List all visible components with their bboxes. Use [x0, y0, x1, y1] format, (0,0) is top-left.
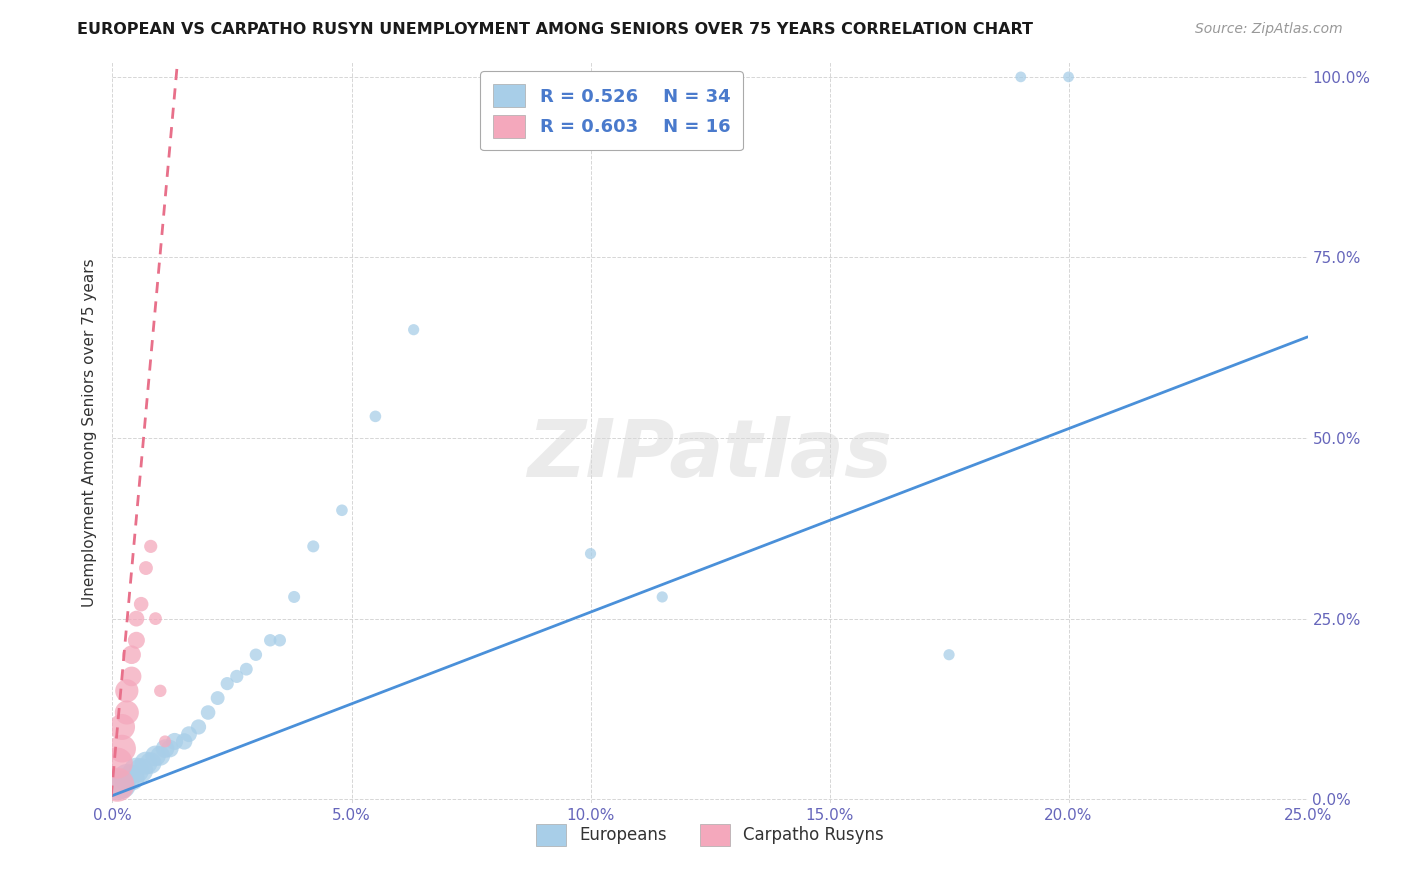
Point	[121, 648, 143, 662]
Point	[125, 764, 148, 778]
Point	[139, 756, 162, 770]
Point	[225, 669, 247, 683]
Point	[105, 756, 128, 770]
Point	[105, 778, 128, 792]
Point	[651, 590, 673, 604]
Point	[121, 771, 143, 785]
Point	[197, 706, 219, 720]
Text: EUROPEAN VS CARPATHO RUSYN UNEMPLOYMENT AMONG SENIORS OVER 75 YEARS CORRELATION : EUROPEAN VS CARPATHO RUSYN UNEMPLOYMENT …	[77, 22, 1033, 37]
Point	[1010, 70, 1032, 84]
Text: ZIPatlas: ZIPatlas	[527, 416, 893, 494]
Point	[125, 633, 148, 648]
Point	[245, 648, 267, 662]
Point	[129, 597, 152, 611]
Point	[177, 727, 200, 741]
Text: Source: ZipAtlas.com: Source: ZipAtlas.com	[1195, 22, 1343, 37]
Point	[149, 748, 172, 763]
Point	[121, 669, 143, 683]
Legend: Europeans, Carpatho Rusyns: Europeans, Carpatho Rusyns	[524, 813, 896, 857]
Point	[125, 612, 148, 626]
Point	[1057, 70, 1080, 84]
Point	[111, 720, 134, 734]
Point	[579, 547, 602, 561]
Point	[330, 503, 353, 517]
Point	[115, 771, 138, 785]
Point	[105, 778, 128, 792]
Point	[217, 676, 239, 690]
Point	[111, 741, 134, 756]
Point	[149, 683, 172, 698]
Point	[402, 323, 425, 337]
Y-axis label: Unemployment Among Seniors over 75 years: Unemployment Among Seniors over 75 years	[82, 259, 97, 607]
Point	[115, 706, 138, 720]
Point	[364, 409, 387, 424]
Point	[173, 734, 195, 748]
Point	[938, 648, 960, 662]
Point	[259, 633, 281, 648]
Point	[159, 741, 181, 756]
Point	[111, 778, 134, 792]
Point	[115, 683, 138, 698]
Point	[163, 734, 186, 748]
Point	[145, 612, 167, 626]
Point	[269, 633, 291, 648]
Point	[207, 691, 229, 706]
Point	[135, 756, 157, 770]
Point	[187, 720, 209, 734]
Point	[139, 540, 162, 554]
Point	[145, 748, 167, 763]
Point	[153, 741, 176, 756]
Point	[302, 540, 325, 554]
Point	[135, 561, 157, 575]
Point	[283, 590, 305, 604]
Point	[129, 764, 152, 778]
Point	[235, 662, 257, 676]
Point	[153, 734, 176, 748]
